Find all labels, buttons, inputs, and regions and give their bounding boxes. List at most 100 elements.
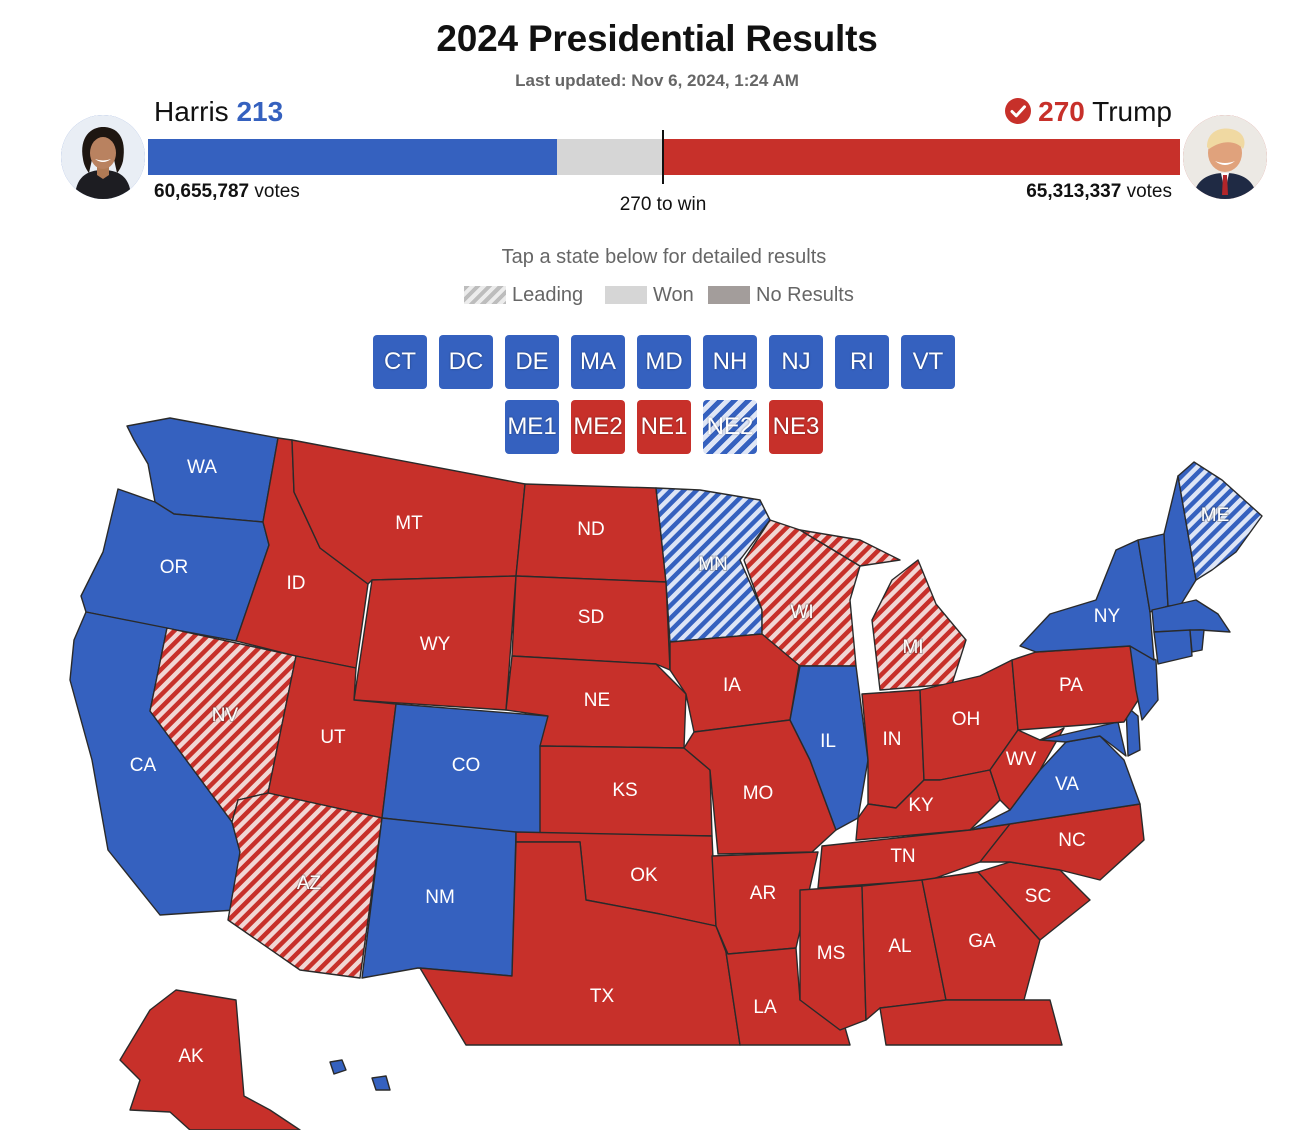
state-nc[interactable] [979, 803, 1145, 881]
district-button-ne3[interactable]: NE3 [769, 400, 823, 454]
state-wv[interactable] [989, 727, 1065, 811]
state-label-mt: MT [395, 513, 423, 534]
win-threshold-line [662, 130, 664, 184]
legend-no-results: No Results [708, 283, 854, 307]
state-md[interactable] [1039, 721, 1127, 757]
harris-electoral-votes: 213 [236, 96, 284, 127]
state-label-mi: MI [902, 637, 923, 658]
state-wi[interactable] [743, 519, 861, 667]
state-button-md[interactable]: MD [637, 335, 691, 389]
state-label-or: OR [160, 557, 189, 578]
state-label-nc: NC [1058, 830, 1085, 851]
state-me[interactable] [1177, 461, 1263, 581]
state-label-ky: KY [908, 795, 934, 816]
state-button-label: DC [448, 348, 484, 375]
harris-avatar [61, 115, 145, 199]
legend-won-label: Won [653, 283, 694, 306]
district-button-me2[interactable]: ME2 [571, 400, 625, 454]
state-label-mo: MO [743, 783, 774, 804]
harris-votes-number: 60,655,787 [154, 181, 250, 202]
state-button-vt[interactable]: VT [901, 335, 955, 389]
state-label-az: AZ [297, 873, 322, 894]
state-ny[interactable] [1019, 539, 1155, 661]
state-label-sd: SD [578, 607, 604, 628]
state-label-sc: SC [1025, 886, 1051, 907]
legend-won: Won [605, 283, 694, 307]
state-ct[interactable] [1153, 629, 1193, 665]
state-label-nv: NV [212, 705, 239, 726]
trump-electoral-bar [663, 139, 1180, 175]
state-button-label: CT [384, 348, 416, 375]
state-label-pa: PA [1059, 675, 1083, 696]
state-label-ks: KS [612, 780, 637, 801]
state-label-oh: OH [952, 709, 981, 730]
state-ga[interactable] [921, 871, 1041, 1001]
state-button-nj[interactable]: NJ [769, 335, 823, 389]
legend-leading-swatch [464, 286, 506, 304]
district-button-label: NE2 [706, 413, 754, 440]
state-label-ia: IA [723, 675, 741, 696]
state-ri[interactable] [1189, 629, 1205, 653]
state-button-ma[interactable]: MA [571, 335, 625, 389]
state-label-ms: MS [817, 943, 846, 964]
state-button-label: DE [515, 348, 549, 375]
district-button-ne2[interactable]: NE2 [703, 400, 757, 454]
trump-label: 270 Trump [1004, 96, 1172, 128]
legend-no-results-swatch [708, 286, 750, 304]
legend-no-results-label: No Results [756, 283, 854, 306]
state-button-label: MA [580, 348, 616, 375]
state-sc[interactable] [977, 861, 1091, 941]
state-button-de[interactable]: DE [505, 335, 559, 389]
harris-label: Harris 213 [154, 96, 283, 128]
tap-instruction: Tap a state below for detailed results [501, 246, 827, 268]
state-label-wi: WI [790, 602, 813, 623]
state-mi[interactable] [871, 559, 967, 691]
state-button-label: RI [850, 348, 874, 375]
uncalled-electoral-bar [557, 139, 663, 175]
district-button-ne1[interactable]: NE1 [637, 400, 691, 454]
state-label-ut: UT [320, 727, 346, 748]
state-label-mn: MN [698, 554, 728, 575]
district-button-me1[interactable]: ME1 [505, 400, 559, 454]
state-hi[interactable] [329, 1059, 347, 1075]
harris-electoral-bar [148, 139, 557, 175]
state-mn[interactable] [655, 487, 771, 643]
state-button-nh[interactable]: NH [703, 335, 757, 389]
state-ks[interactable] [539, 745, 713, 837]
trump-avatar [1183, 115, 1267, 199]
state-ms[interactable] [799, 885, 867, 1031]
state-ak[interactable] [119, 989, 301, 1130]
state-button-label: NJ [781, 348, 811, 375]
state-button-ct[interactable]: CT [373, 335, 427, 389]
state-label-wa: WA [187, 457, 217, 478]
winner-check-icon [1005, 98, 1032, 124]
state-sd[interactable] [511, 575, 671, 671]
legend-leading-label: Leading [512, 283, 584, 306]
state-mi-upper[interactable] [799, 529, 901, 567]
state-label-nm: NM [425, 887, 455, 908]
state-fl[interactable] [879, 999, 1063, 1046]
harris-popular-votes: 60,655,787 votes [154, 181, 300, 203]
legend-leading: Leading [464, 283, 583, 307]
state-button-dc[interactable]: DC [439, 335, 493, 389]
state-label-ny: NY [1094, 606, 1121, 627]
state-label-tn: TN [890, 846, 915, 867]
state-button-label: NH [712, 348, 748, 375]
state-de[interactable] [1125, 705, 1141, 757]
district-button-label: NE1 [640, 413, 688, 440]
to-win-label: 270 to win [619, 194, 707, 215]
state-label-wv: WV [1006, 749, 1037, 770]
legend-won-swatch [605, 286, 647, 304]
state-label-va: VA [1055, 774, 1079, 795]
harris-votes-word: votes [254, 181, 300, 202]
state-label-wy: WY [420, 634, 451, 655]
harris-name: Harris [154, 96, 229, 127]
trump-votes-number: 65,313,337 [1026, 181, 1122, 202]
state-button-ri[interactable]: RI [835, 335, 889, 389]
state-il[interactable] [789, 665, 869, 831]
state-nh[interactable] [1163, 475, 1197, 607]
district-button-label: NE3 [772, 413, 820, 440]
state-ky[interactable] [855, 769, 1001, 841]
state-hi-2[interactable] [371, 1075, 391, 1091]
state-label-al: AL [888, 936, 911, 957]
